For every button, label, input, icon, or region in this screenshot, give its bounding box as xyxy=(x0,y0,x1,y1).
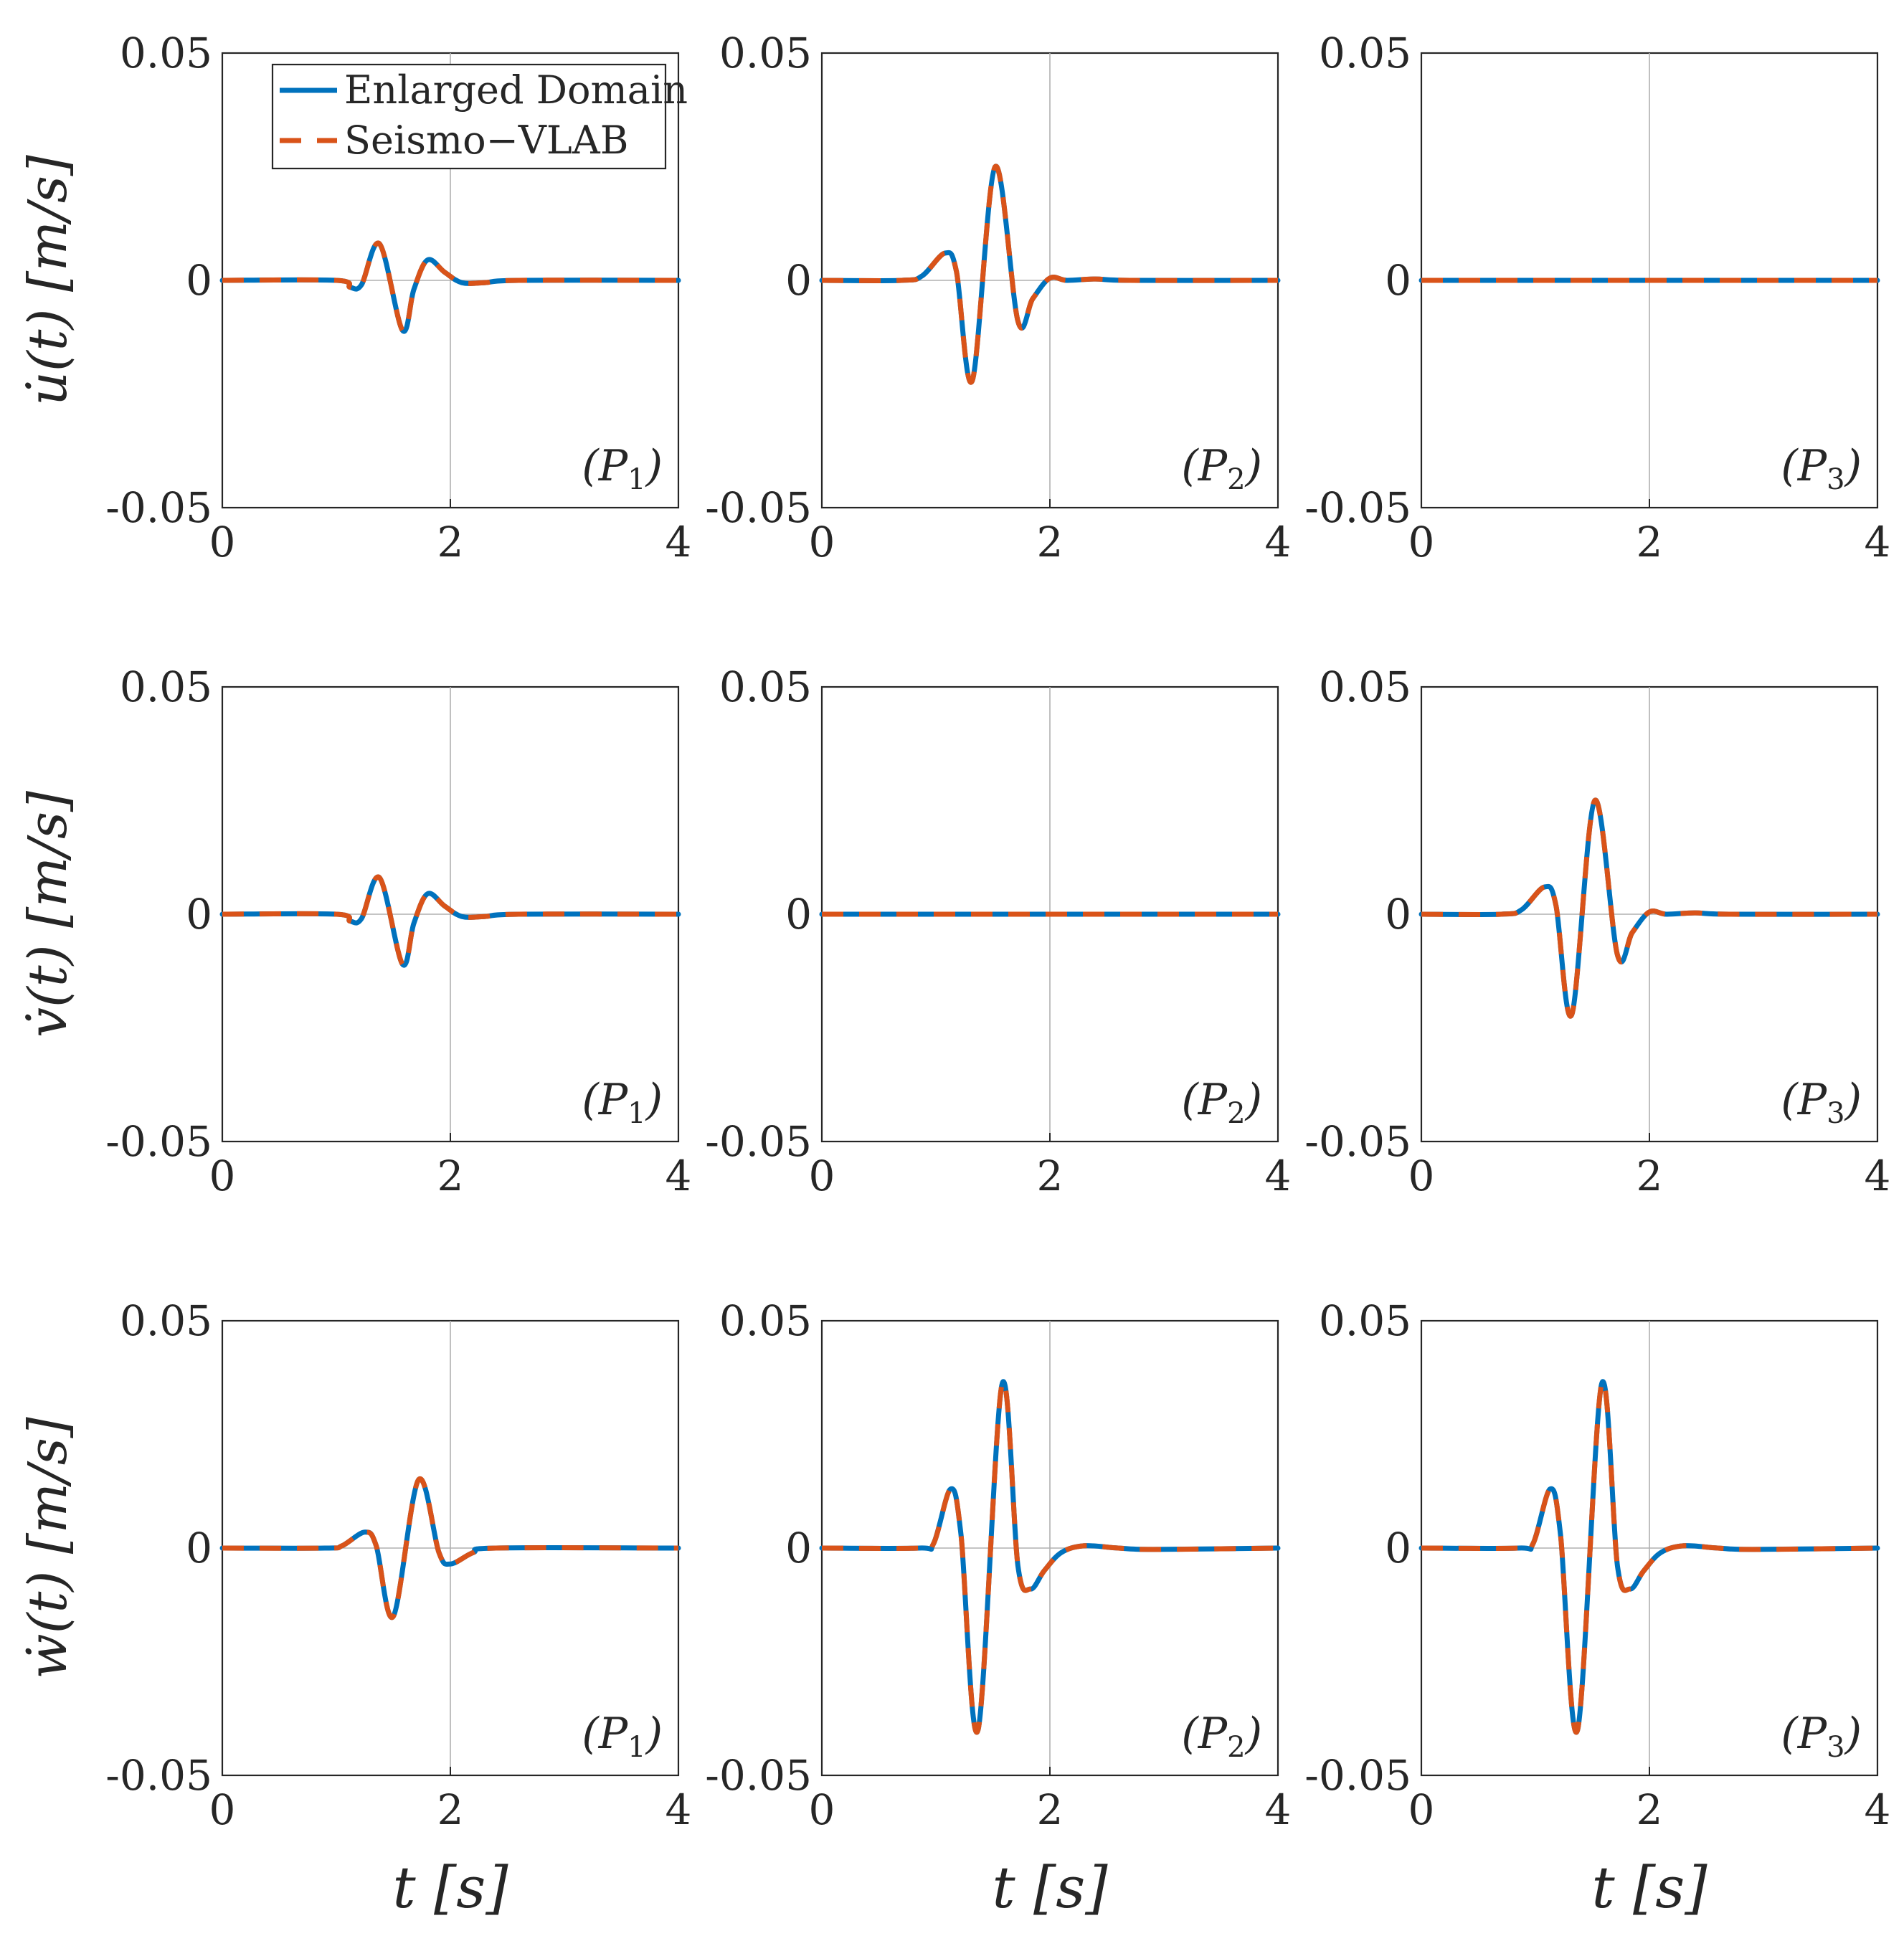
y-tick-label: -0.05 xyxy=(705,483,812,532)
y-tick-label: 0 xyxy=(785,1524,812,1572)
panel-label: (P1) xyxy=(582,441,663,496)
y-tick-label: 0.05 xyxy=(120,663,212,711)
y-tick-label: 0.05 xyxy=(719,1296,812,1345)
x-tick-label: 0 xyxy=(809,518,835,566)
legend-label-seismo-vlab: Seismo−VLAB xyxy=(344,118,628,163)
y-tick-label: -0.05 xyxy=(1304,1751,1411,1800)
panel-label: (P1) xyxy=(582,1075,663,1130)
x-tick-label: 4 xyxy=(1865,518,1891,566)
series-seismo-vlab-line xyxy=(222,874,679,968)
y-tick-label: 0 xyxy=(785,256,812,305)
x-tick-label: 0 xyxy=(209,1152,236,1200)
y-tick-label: 0 xyxy=(186,890,212,939)
y-tick-label: -0.05 xyxy=(105,1751,212,1800)
y-tick-label: -0.05 xyxy=(105,1117,212,1166)
x-tick-label: 2 xyxy=(1037,518,1064,566)
x-axis-label-col-1: t [s] xyxy=(392,1854,508,1921)
y-tick-label: -0.05 xyxy=(1304,1117,1411,1166)
x-tick-label: 0 xyxy=(809,1785,835,1834)
series-seismo-vlab-line xyxy=(1421,1379,1878,1735)
y-tick-label: 0 xyxy=(1385,256,1411,305)
x-tick-label: 4 xyxy=(1265,1152,1292,1200)
x-tick-label: 4 xyxy=(666,1152,692,1200)
x-axis-labels: t [s] t [s] t [s] xyxy=(392,1854,1708,1921)
x-tick-label: 4 xyxy=(1865,1785,1891,1834)
y-tick-label: -0.05 xyxy=(105,483,212,532)
y-tick-label: 0.05 xyxy=(1319,29,1411,77)
series-seismo-vlab-line xyxy=(222,240,679,334)
x-tick-label: 0 xyxy=(1408,1152,1435,1200)
panel-label: (P2) xyxy=(1181,1075,1262,1130)
x-tick-label: 0 xyxy=(209,518,236,566)
y-tick-label: 0.05 xyxy=(120,29,212,77)
x-tick-label: 2 xyxy=(437,518,464,566)
y-tick-label: 0 xyxy=(186,256,212,305)
panel-label: (P3) xyxy=(1781,1709,1862,1764)
x-tick-label: 0 xyxy=(1408,1785,1435,1834)
x-tick-label: 2 xyxy=(1637,1785,1663,1834)
x-tick-label: 2 xyxy=(437,1152,464,1200)
y-axis-label-row-3: ẇ(t) [m/s] xyxy=(17,1417,79,1679)
x-axis-label-col-2: t [s] xyxy=(992,1854,1108,1921)
y-tick-label: 0 xyxy=(1385,1524,1411,1572)
panel-label: (P1) xyxy=(582,1709,663,1764)
series-seismo-vlab-line xyxy=(1421,797,1878,1019)
x-tick-label: 4 xyxy=(666,1785,692,1834)
x-axis-label-col-3: t [s] xyxy=(1591,1854,1708,1921)
y-tick-label: 0.05 xyxy=(719,29,812,77)
y-tick-label: -0.05 xyxy=(705,1751,812,1800)
x-tick-label: 2 xyxy=(1037,1785,1064,1834)
panel-label: (P3) xyxy=(1781,441,1862,496)
x-tick-label: 4 xyxy=(1865,1152,1891,1200)
y-tick-label: 0.05 xyxy=(120,1296,212,1345)
panel-label: (P2) xyxy=(1181,441,1262,496)
y-tick-label: 0.05 xyxy=(1319,1296,1411,1345)
y-tick-label: 0 xyxy=(785,890,812,939)
y-tick-label: 0 xyxy=(186,1524,212,1572)
y-tick-label: 0.05 xyxy=(1319,663,1411,711)
legend-label-enlarged-domain: Enlarged Domain xyxy=(344,67,688,113)
x-tick-label: 4 xyxy=(1265,1785,1292,1834)
y-axis-labels: u̇(t) [m/s] v̇(t) [m/s] ẇ(t) [m/s] xyxy=(17,155,79,1679)
x-tick-label: 0 xyxy=(209,1785,236,1834)
x-tick-label: 4 xyxy=(1265,518,1292,566)
y-tick-label: 0 xyxy=(1385,890,1411,939)
panel-label: (P3) xyxy=(1781,1075,1862,1130)
x-tick-label: 4 xyxy=(666,518,692,566)
x-tick-label: 2 xyxy=(1637,1152,1663,1200)
series-seismo-vlab-line xyxy=(821,163,1279,385)
y-axis-label-row-1: u̇(t) [m/s] xyxy=(17,155,79,406)
series-seismo-vlab-line xyxy=(222,1476,679,1620)
x-tick-label: 2 xyxy=(1637,518,1663,566)
y-tick-label: -0.05 xyxy=(1304,483,1411,532)
legend: Enlarged Domain Seismo−VLAB xyxy=(271,63,688,170)
legend-box xyxy=(271,63,667,170)
y-tick-label: 0.05 xyxy=(719,663,812,711)
y-axis-label-row-2: v̇(t) [m/s] xyxy=(17,791,79,1038)
x-tick-label: 0 xyxy=(809,1152,835,1200)
panel-label: (P2) xyxy=(1181,1709,1262,1764)
series-seismo-vlab-line xyxy=(821,1379,1279,1735)
x-tick-label: 2 xyxy=(1037,1152,1064,1200)
x-tick-label: 2 xyxy=(437,1785,464,1834)
x-tick-label: 0 xyxy=(1408,518,1435,566)
y-tick-label: -0.05 xyxy=(705,1117,812,1166)
